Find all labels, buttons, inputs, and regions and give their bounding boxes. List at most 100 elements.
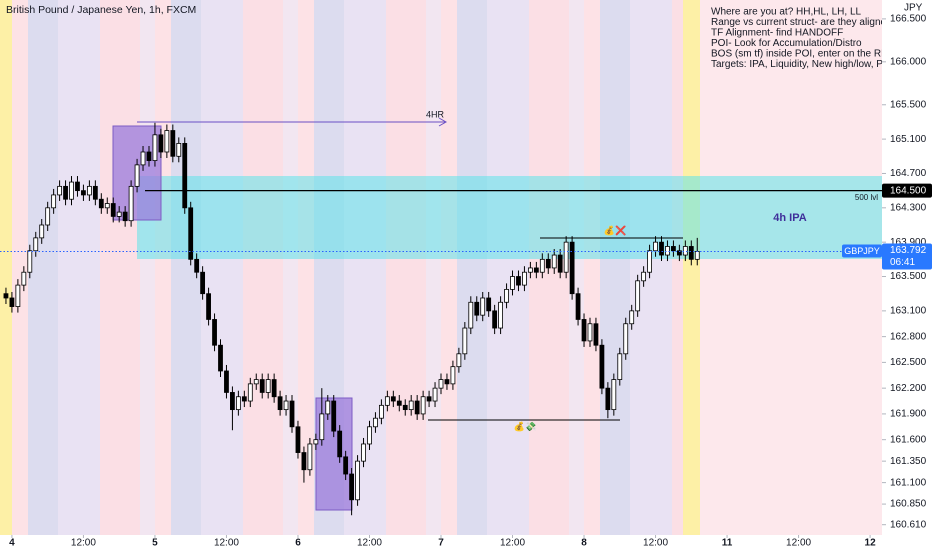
symbol-tag [842,244,882,258]
y-tick-label: 166.000 [890,56,927,67]
candle-body [551,254,557,269]
x-tick-label: 6 [295,538,301,549]
candle-body [301,452,307,471]
candle-body [164,130,170,153]
candle-body [170,130,176,157]
candle-body [241,396,247,402]
candle-body [384,396,390,406]
candle-body [539,258,545,273]
candle-body [444,379,450,385]
candle-body [450,366,456,385]
range-label: 4HR [426,109,445,119]
candle-body [206,293,211,320]
candle-body [224,370,229,393]
candle-body [557,254,563,273]
candle-body [128,185,134,222]
candle-body [659,241,664,256]
candle-body [39,224,45,239]
candle-body [629,310,635,325]
band [243,0,283,535]
candle-body [617,353,623,380]
candle-body [325,400,331,415]
x-tick-label: 5 [152,538,158,549]
band [12,0,28,535]
candle-body [188,207,194,260]
candle-body [271,379,277,398]
session-backgrounds [0,0,882,535]
candle-body [575,293,581,320]
band [298,0,314,535]
price-tag [882,183,932,198]
band [426,0,441,535]
candle-body [432,387,438,402]
zone-label: 4h IPA [773,212,806,224]
candle-body [468,301,474,329]
candle-body [230,392,235,411]
x-tick-label: 12:00 [786,538,811,549]
x-tick-label: 12 [865,538,877,549]
candle-body [307,443,313,471]
candle-body [98,198,104,209]
y-tick-label: 165.500 [890,99,927,110]
y-tick-label: 161.350 [890,456,927,467]
candle-body [355,460,360,501]
y-tick-label: 161.900 [890,409,927,420]
candle-body [313,439,319,445]
price-tag-label: 164.500 [890,185,927,196]
price-axis-bg [882,0,932,550]
band [600,0,630,535]
symbol-label: GBPJPY [844,246,880,256]
candle-body [361,443,366,462]
candle-body [408,400,414,411]
x-tick-label: 12:00 [214,538,239,549]
candle-body [343,456,349,475]
candle-body [462,327,468,355]
candle-body [665,246,670,256]
candle-body [379,404,384,419]
candle-body [15,284,21,307]
candle-body [694,251,700,260]
x-tick-label: 12:00 [643,538,668,549]
candle-body [611,379,617,411]
candle-body [516,276,521,286]
band [28,0,58,535]
candle-body [522,271,527,286]
x-tick-label: 8 [581,538,587,549]
note-line: TF Alignment- find HANDOFF [711,28,843,39]
candle-body [337,430,343,458]
candle-body [63,185,68,200]
candle-body [492,310,498,329]
y-tick-label: 163.500 [890,271,927,282]
candle-body [533,267,539,273]
candle-body [367,426,372,445]
band [58,0,100,535]
candle-body [200,271,206,295]
axes: 166.500 166.000 165.500 165.100 164.700 164.3… [9,14,932,549]
band [700,0,882,535]
y-tick-label: 164.700 [890,168,927,179]
candle-body [438,379,444,389]
candle-body [104,203,110,209]
y-tick-label: 162.200 [890,383,927,394]
candle-body [647,250,652,273]
candle-body [688,246,694,260]
candle-body [671,246,676,252]
candle-body [146,151,152,161]
candle-body [605,387,611,411]
note-line: POI- Look for Accumulation/Distro [711,38,862,49]
note-line: Range vs current struct- are they aligne… [711,17,892,28]
candle-body [116,211,122,217]
candle-body [51,194,57,209]
candle-body [235,396,241,411]
candle-body [486,297,492,312]
candle-body [569,241,575,295]
candle-body [474,301,480,316]
band [386,0,426,535]
band [441,0,457,535]
band [672,0,683,535]
candle-body [152,134,158,161]
candle-body [259,379,265,393]
candle-body [247,383,253,402]
